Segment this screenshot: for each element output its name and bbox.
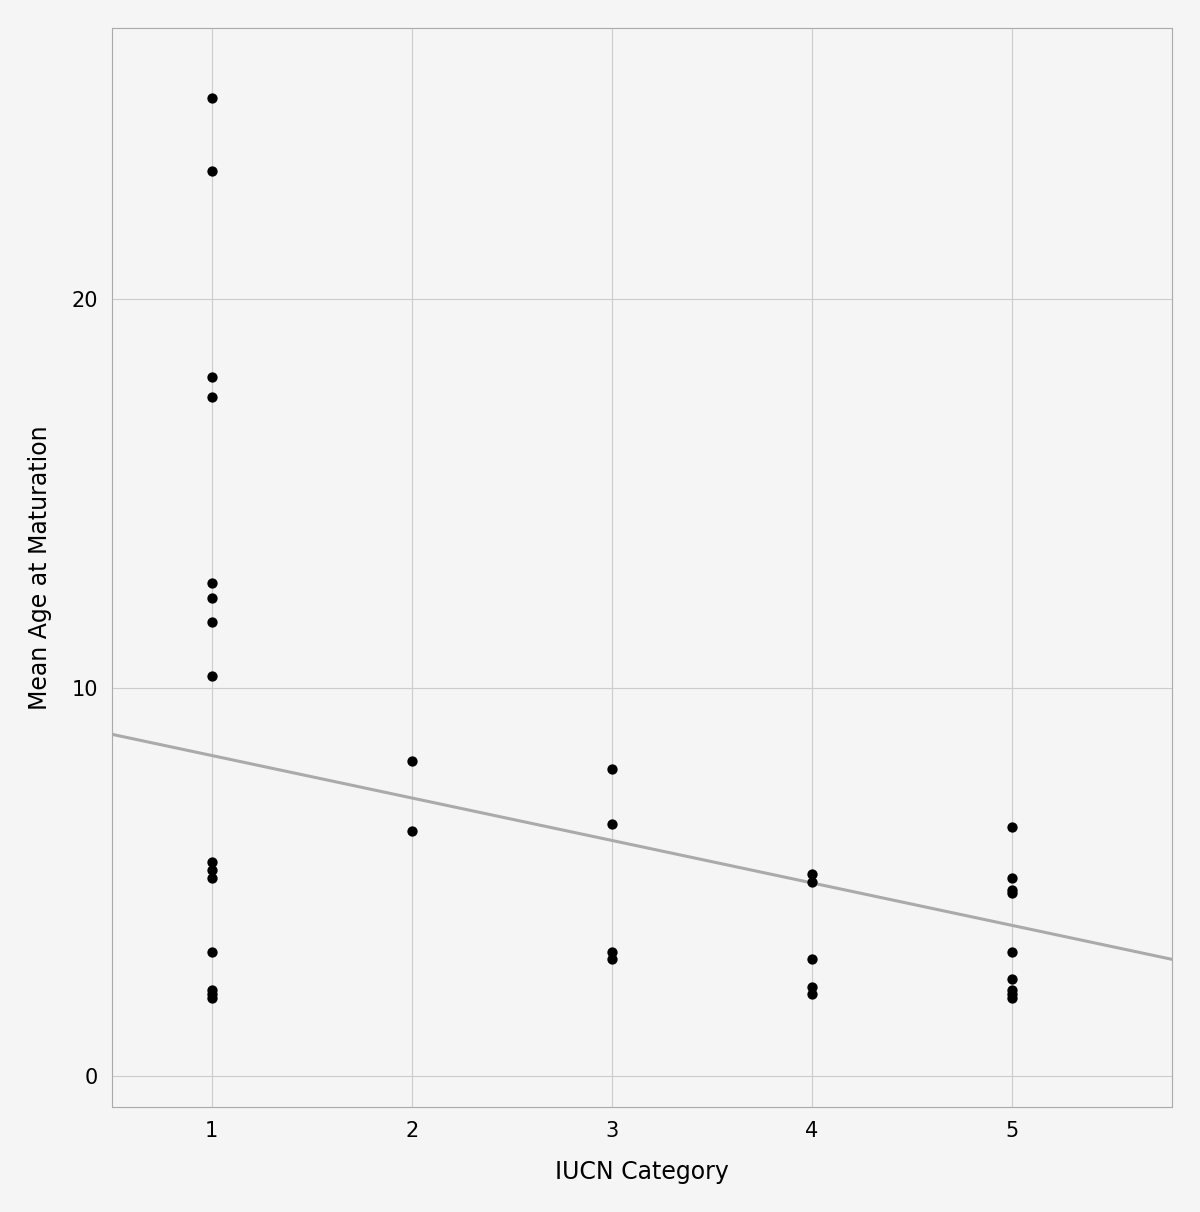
Point — [202, 573, 221, 593]
Point — [602, 760, 622, 779]
Point — [202, 984, 221, 1004]
Point — [202, 861, 221, 880]
Point — [803, 984, 822, 1004]
Point — [1002, 970, 1021, 989]
Point — [1002, 880, 1021, 899]
Point — [803, 873, 822, 892]
Point — [202, 667, 221, 686]
Point — [402, 751, 421, 771]
Point — [602, 942, 622, 961]
Point — [202, 612, 221, 631]
Point — [202, 367, 221, 387]
Point — [1002, 984, 1021, 1004]
Point — [202, 589, 221, 608]
Y-axis label: Mean Age at Maturation: Mean Age at Maturation — [28, 425, 52, 710]
Point — [202, 981, 221, 1000]
Point — [602, 813, 622, 833]
Point — [202, 942, 221, 961]
Point — [1002, 818, 1021, 837]
Point — [1002, 868, 1021, 887]
Point — [202, 853, 221, 873]
Point — [1002, 981, 1021, 1000]
Point — [1002, 884, 1021, 903]
Point — [202, 161, 221, 181]
Point — [202, 989, 221, 1008]
Point — [202, 387, 221, 406]
X-axis label: IUCN Category: IUCN Category — [554, 1160, 728, 1184]
Point — [202, 88, 221, 108]
Point — [1002, 942, 1021, 961]
Point — [803, 864, 822, 884]
Point — [803, 977, 822, 996]
Point — [803, 950, 822, 970]
Point — [202, 868, 221, 887]
Point — [402, 822, 421, 841]
Point — [602, 950, 622, 970]
Point — [1002, 989, 1021, 1008]
